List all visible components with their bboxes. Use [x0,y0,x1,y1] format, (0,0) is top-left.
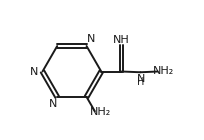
Text: N: N [49,99,57,109]
Text: N: N [30,66,38,76]
Text: NH: NH [113,35,130,45]
Text: NH₂: NH₂ [90,107,112,117]
Text: H: H [137,77,144,87]
Text: N: N [136,74,145,84]
Text: NH₂: NH₂ [152,66,174,76]
Text: N: N [86,34,95,44]
